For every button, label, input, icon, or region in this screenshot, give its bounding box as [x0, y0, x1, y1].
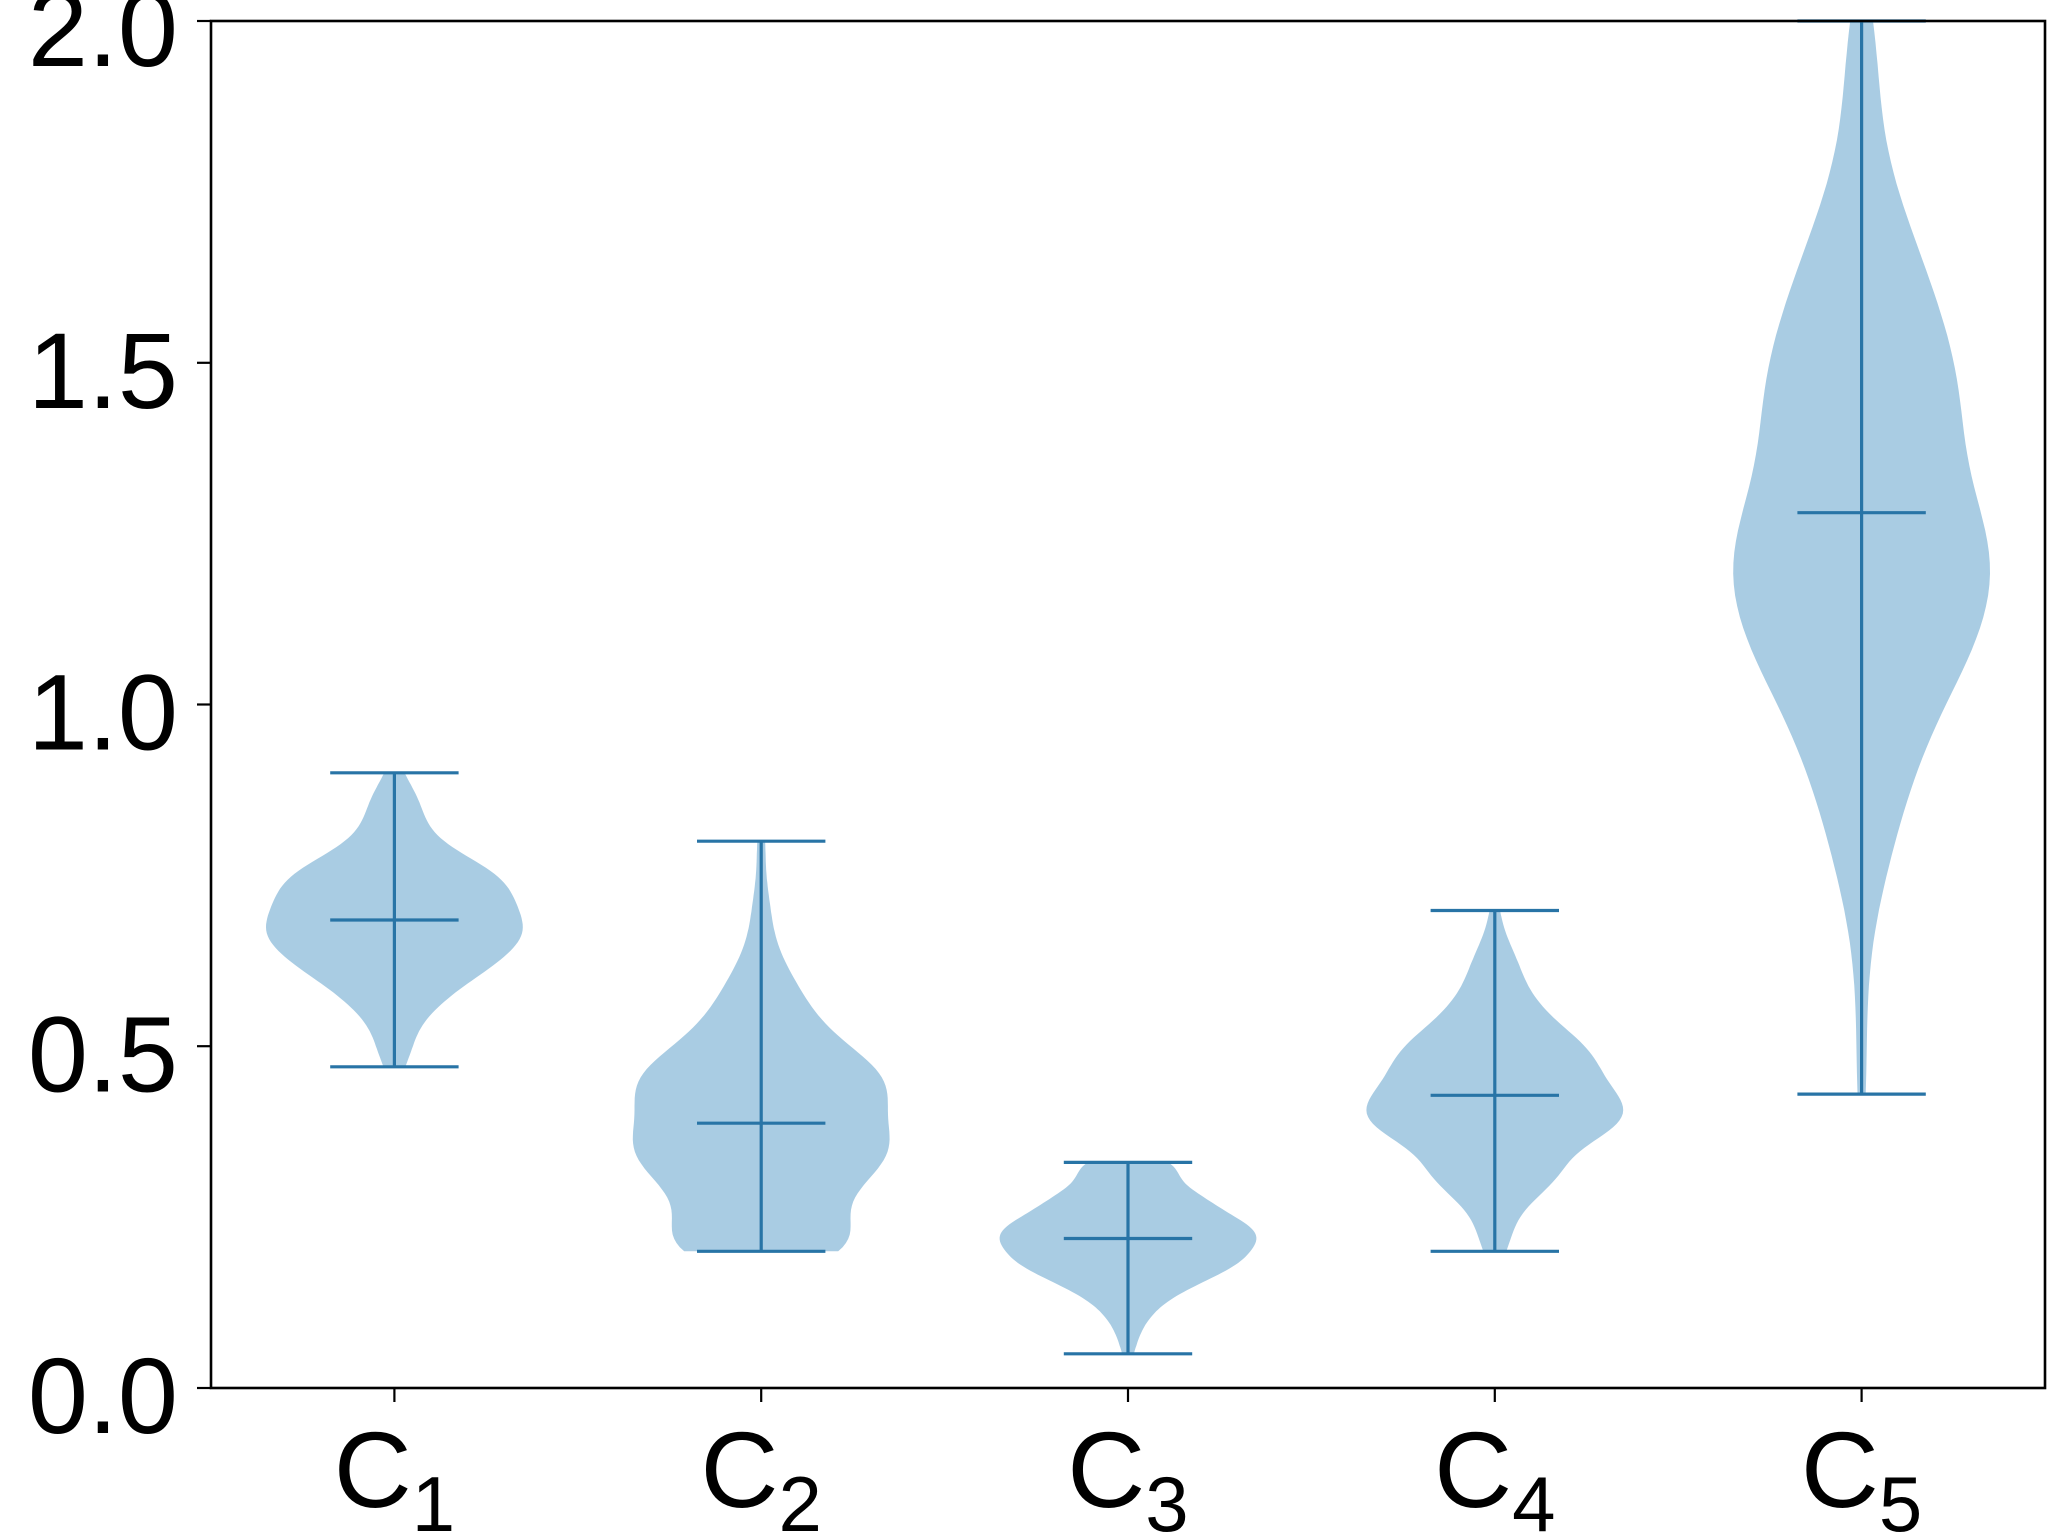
- svg-text:2.0: 2.0: [28, 0, 178, 89]
- svg-text:0.5: 0.5: [28, 993, 178, 1114]
- svg-text:1.0: 1.0: [28, 652, 178, 773]
- svg-text:1.5: 1.5: [28, 310, 178, 431]
- svg-text:0.0: 0.0: [28, 1335, 178, 1456]
